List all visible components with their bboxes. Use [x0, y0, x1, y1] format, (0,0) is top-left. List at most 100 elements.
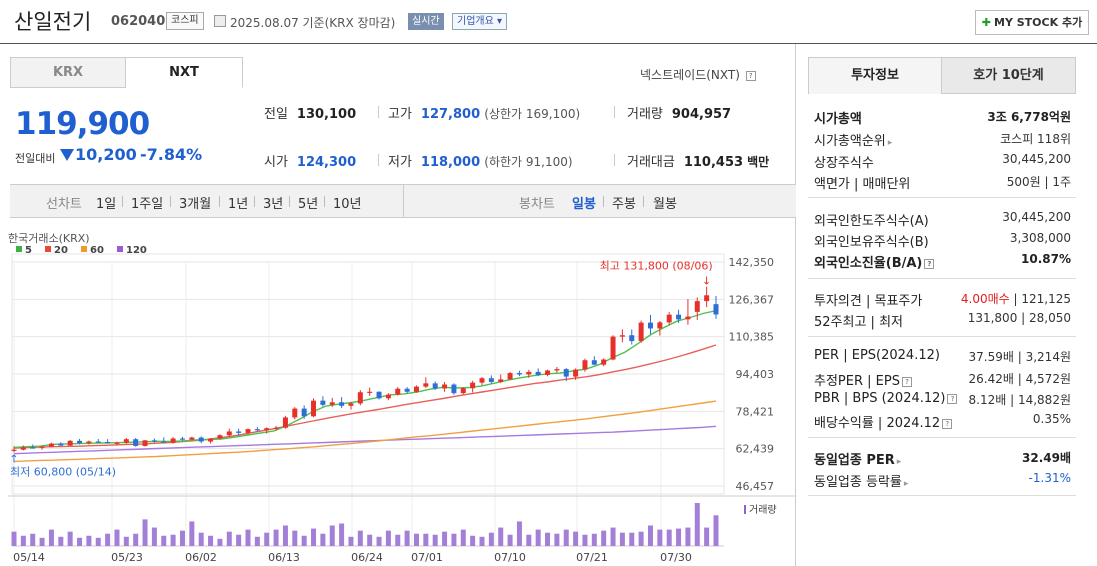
y-tick-label: 142,350	[729, 256, 775, 269]
candle-body	[657, 322, 663, 329]
volume-bar	[582, 534, 588, 546]
candle-body	[498, 379, 504, 382]
candle-weekly[interactable]: 주봉	[612, 197, 636, 212]
foreign-hold-value: 3,308,000	[1009, 231, 1071, 245]
plus-icon: ✚	[981, 16, 992, 29]
candle-body	[226, 431, 232, 436]
candle-body	[367, 391, 373, 393]
nxt-label-text: 넥스트레이드(NXT)	[640, 68, 740, 82]
candle-body	[685, 316, 691, 320]
separator	[614, 154, 615, 166]
candle-body	[236, 431, 242, 433]
period-5y[interactable]: 5년	[298, 197, 319, 212]
prev-label: 전일	[264, 107, 288, 122]
trade-amount: 거래대금 110,453 백만	[627, 151, 769, 170]
candle-body	[554, 369, 560, 371]
volume-bar	[376, 536, 382, 546]
period-1y[interactable]: 1년	[228, 197, 249, 212]
candle-body	[39, 446, 45, 448]
candle-body	[339, 402, 345, 406]
candle-body	[591, 360, 597, 365]
shares-label: 상장주식수	[814, 156, 874, 171]
amount-label: 거래대금	[627, 155, 675, 170]
open-value: 124,300	[296, 155, 357, 170]
realtime-button[interactable]: 실시간	[408, 13, 444, 30]
div-value: 0.35%	[1032, 412, 1071, 426]
volume-label: 거래량	[627, 107, 663, 122]
candle-body	[423, 383, 429, 387]
volume-bar	[573, 531, 579, 546]
market-badge: 코스피	[166, 12, 204, 30]
volume-bar	[301, 535, 307, 546]
tab-hoga-10[interactable]: 호가 10단계	[941, 57, 1076, 94]
price-chart[interactable]: 한국거래소(KRX)5 20 60 120 142,350 126,367 110,385 9…	[0, 228, 796, 566]
period-10y[interactable]: 10년	[333, 197, 362, 212]
w52-label: 52주최고 | 최저	[814, 315, 903, 330]
low-value: 118,000	[420, 155, 481, 170]
volume-bar	[367, 534, 373, 546]
div-label-wrap: 배당수익률 | 2024.12?	[814, 412, 953, 431]
help-icon[interactable]: ?	[924, 259, 935, 269]
prev-value: 130,100	[296, 107, 357, 122]
date-text: 2025.08.07 기준(KRX 장마감)	[230, 16, 396, 30]
candle-body	[161, 441, 167, 443]
volume-bar	[236, 534, 242, 546]
controls-divider	[403, 185, 404, 217]
volume-bar	[292, 530, 298, 546]
volume-label: 거래량	[749, 504, 777, 516]
volume-bar	[629, 532, 635, 546]
volume-bar	[151, 527, 157, 546]
volume-bar	[442, 531, 448, 546]
tab-nxt[interactable]: NXT	[125, 57, 243, 88]
separator	[378, 154, 379, 166]
volume-bar	[554, 533, 560, 546]
period-3m[interactable]: 3개월	[179, 197, 212, 212]
y-tick-label: 94,403	[736, 368, 775, 381]
volume-bar	[713, 515, 719, 546]
calendar-icon	[214, 15, 226, 27]
candle-body	[563, 369, 569, 377]
volume-bar	[48, 529, 54, 546]
exchange-label: 한국거래소(KRX)	[8, 232, 90, 245]
help-icon[interactable]: ?	[942, 419, 953, 429]
candle-body	[105, 441, 111, 444]
low-label: 저가	[388, 155, 412, 170]
volume-bar	[498, 527, 504, 546]
stock-code: 062040	[111, 14, 166, 29]
est-value: 26.42배 | 4,572원	[968, 372, 1071, 386]
volume-bar	[189, 521, 195, 546]
period-3y[interactable]: 3년	[263, 197, 284, 212]
period-1d[interactable]: 1일	[96, 197, 117, 212]
volume-bar	[95, 537, 101, 546]
low-price: 저가 118,000 (하한가 91,100)	[388, 151, 573, 170]
candle-daily[interactable]: 일봉	[572, 197, 596, 212]
volume-bar	[114, 529, 120, 546]
volume-bar	[245, 529, 251, 546]
nxt-label: 넥스트레이드(NXT) ?	[640, 66, 756, 83]
mystock-add-button[interactable]: ✚ MY STOCK 추가	[975, 10, 1089, 35]
volume-bar	[217, 538, 223, 546]
candle-body	[619, 335, 625, 337]
help-icon[interactable]: ?	[901, 377, 912, 387]
help-icon[interactable]: ?	[947, 394, 958, 404]
candle-monthly[interactable]: 월봉	[653, 197, 677, 212]
volume-bar	[77, 537, 83, 546]
tab-investment-info[interactable]: 투자정보	[808, 57, 942, 94]
help-icon[interactable]: ?	[745, 71, 756, 81]
volume-bar	[329, 525, 335, 546]
company-overview-button[interactable]: 기업개요 ▾	[452, 13, 507, 30]
candle-body	[413, 386, 419, 392]
divider	[808, 437, 1076, 438]
volume-bar	[348, 536, 354, 546]
volume-bar	[488, 532, 494, 546]
ma-legend-label: 120	[126, 245, 147, 256]
candle-body	[67, 440, 73, 446]
volume-bar	[685, 527, 691, 546]
candle-body	[545, 370, 551, 375]
tab-krx[interactable]: KRX	[10, 57, 126, 88]
volume-bar	[516, 521, 522, 546]
volume-bar	[226, 531, 232, 546]
period-1w[interactable]: 1주일	[131, 197, 164, 212]
candle-body	[301, 408, 307, 417]
volume-bar	[385, 530, 391, 546]
